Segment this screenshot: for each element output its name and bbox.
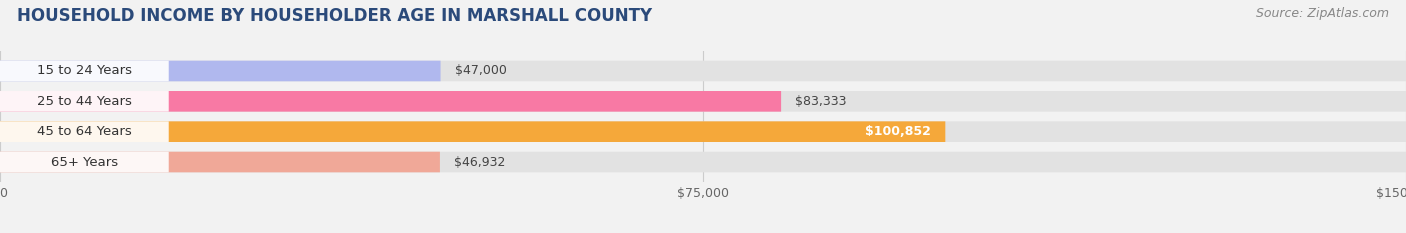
FancyBboxPatch shape [0,121,945,142]
FancyBboxPatch shape [0,121,169,142]
FancyBboxPatch shape [0,91,169,112]
Text: Source: ZipAtlas.com: Source: ZipAtlas.com [1256,7,1389,20]
Text: 25 to 44 Years: 25 to 44 Years [37,95,132,108]
FancyBboxPatch shape [0,152,440,172]
Text: HOUSEHOLD INCOME BY HOUSEHOLDER AGE IN MARSHALL COUNTY: HOUSEHOLD INCOME BY HOUSEHOLDER AGE IN M… [17,7,652,25]
FancyBboxPatch shape [0,152,1406,172]
FancyBboxPatch shape [0,91,1406,112]
Text: $46,932: $46,932 [454,155,505,168]
FancyBboxPatch shape [0,91,782,112]
Text: 15 to 24 Years: 15 to 24 Years [37,65,132,78]
Text: $47,000: $47,000 [454,65,506,78]
Text: $83,333: $83,333 [796,95,846,108]
FancyBboxPatch shape [0,61,440,81]
Text: 45 to 64 Years: 45 to 64 Years [37,125,132,138]
Text: 65+ Years: 65+ Years [51,155,118,168]
FancyBboxPatch shape [0,121,1406,142]
Text: $100,852: $100,852 [865,125,931,138]
FancyBboxPatch shape [0,152,169,172]
FancyBboxPatch shape [0,61,1406,81]
FancyBboxPatch shape [0,61,169,81]
